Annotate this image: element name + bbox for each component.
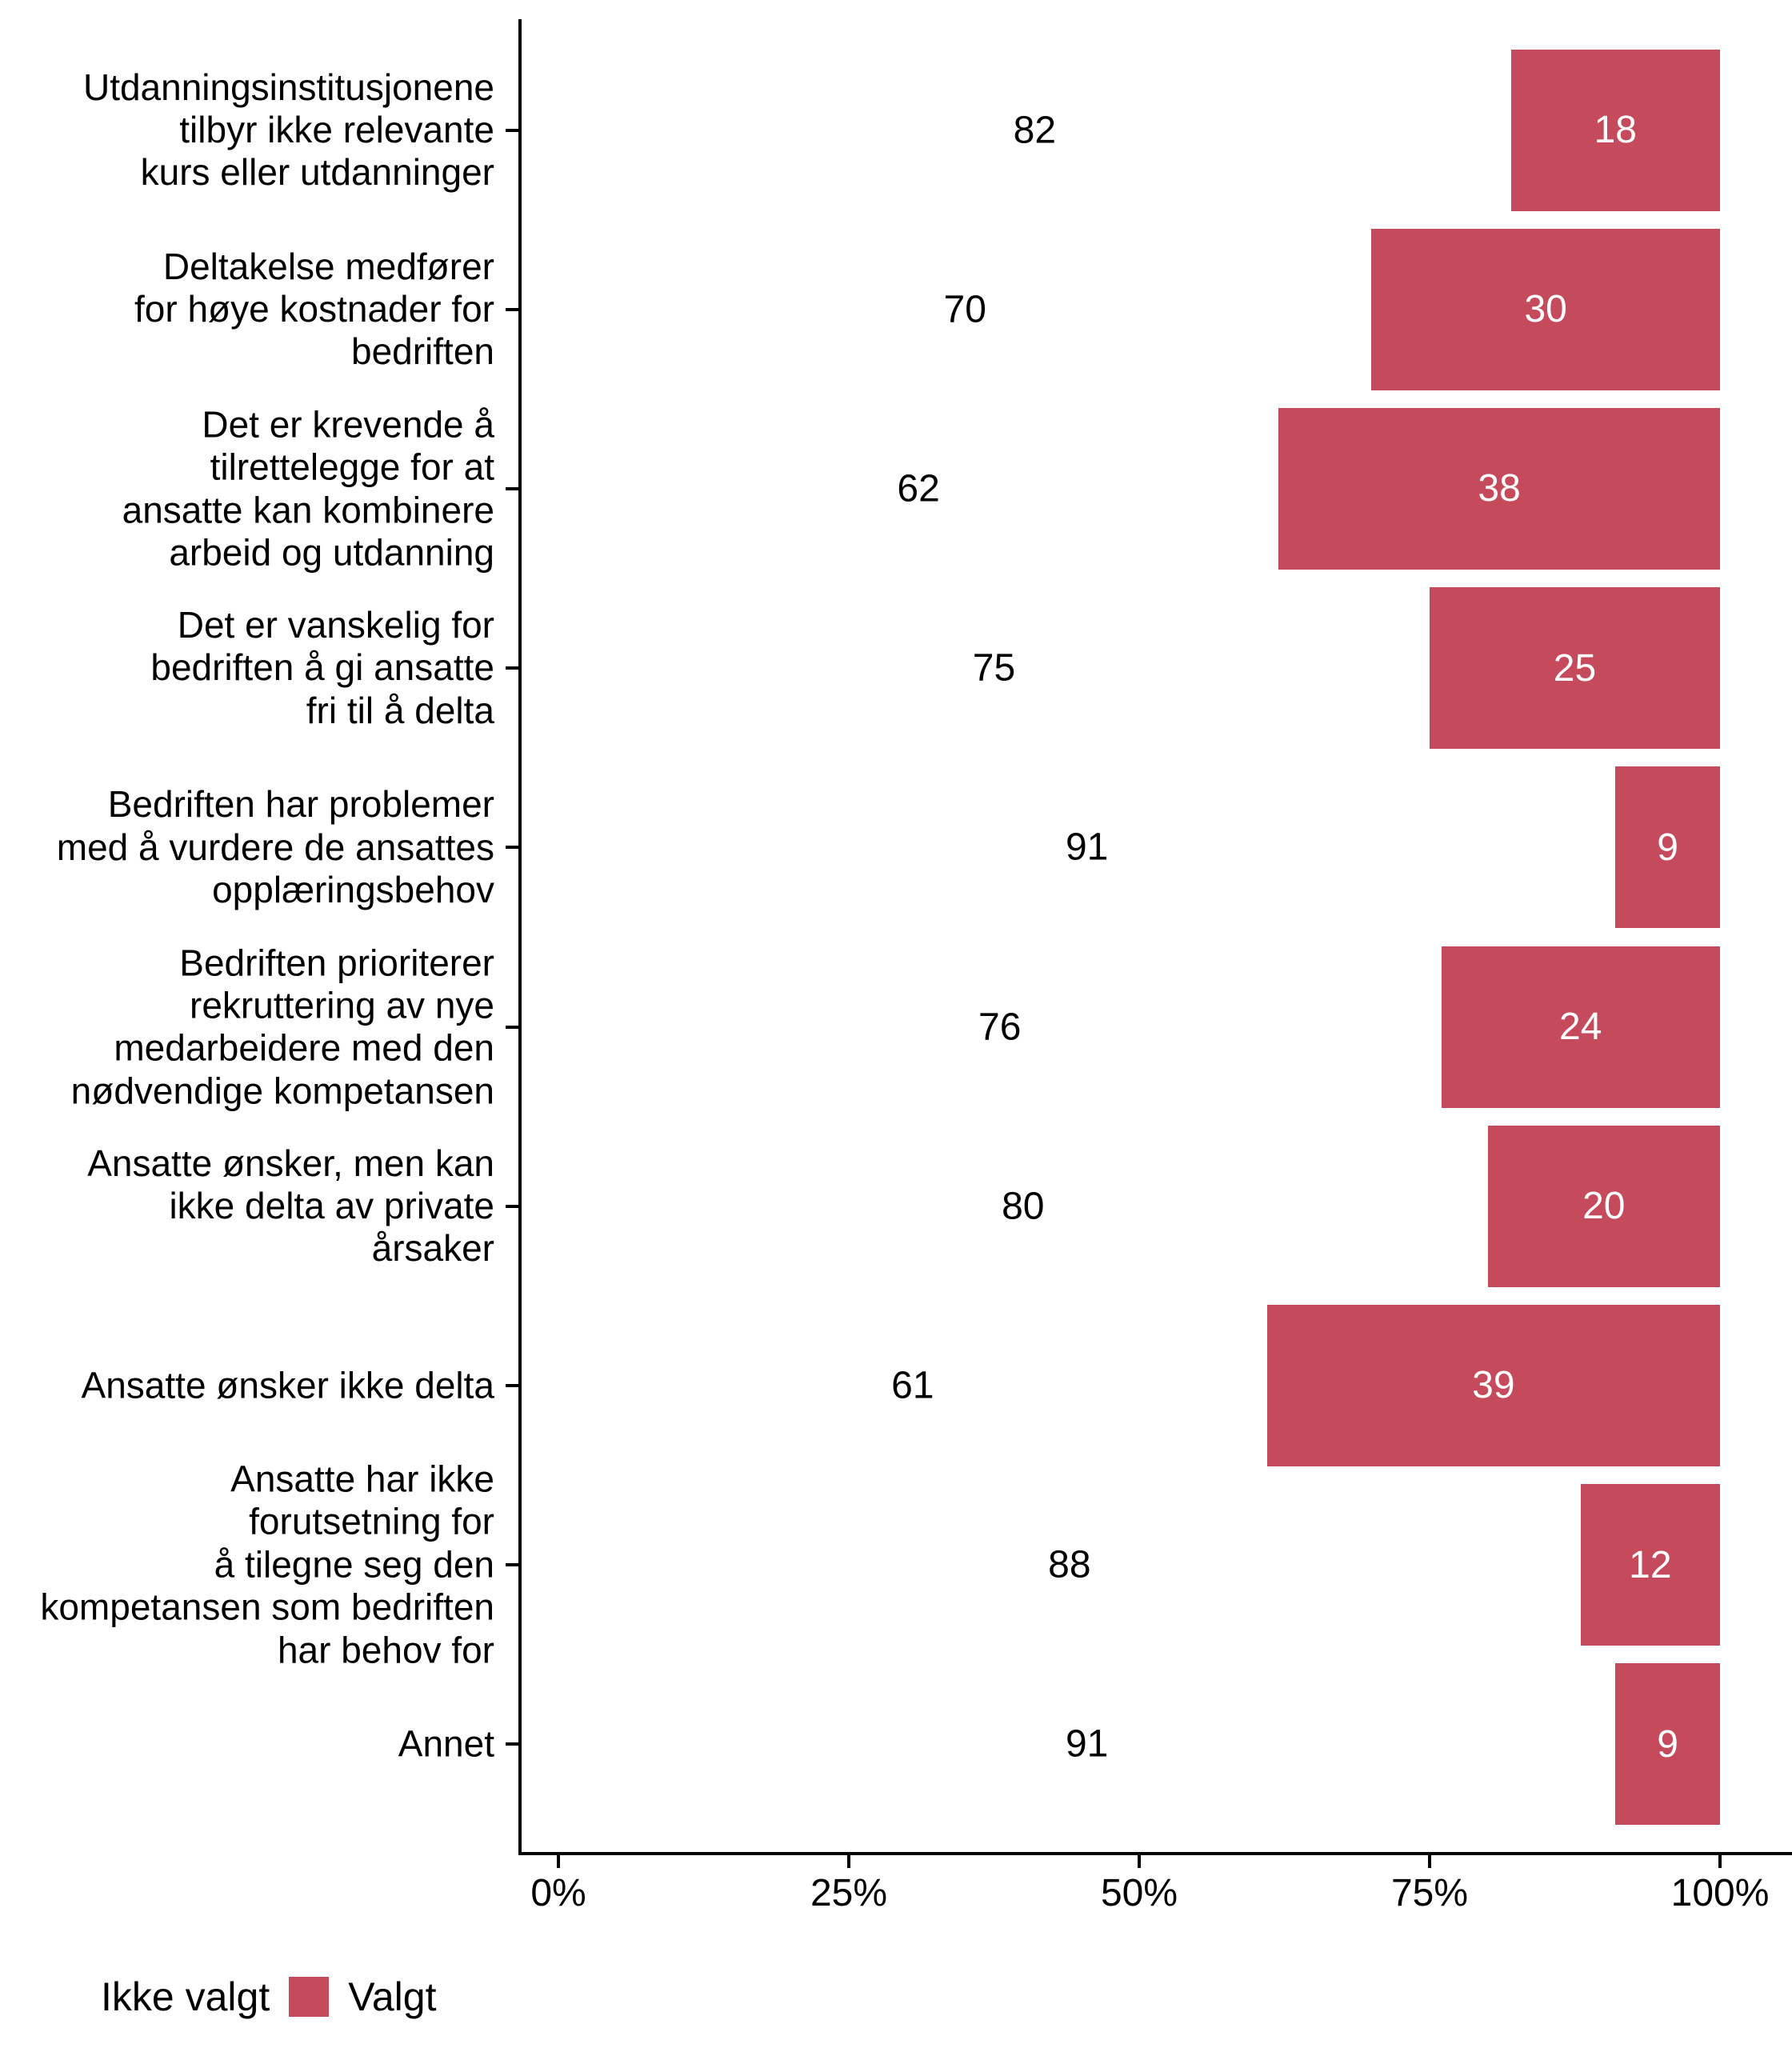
y-tick [506, 666, 518, 670]
bar-segment-valgt: 39 [1266, 1304, 1720, 1466]
bar-value-ikke-valgt: 70 [943, 288, 986, 331]
category-label: Det er vanskelig for bedriften å gi ansa… [150, 604, 494, 731]
bar-segment-valgt: 18 [1510, 49, 1720, 211]
x-tick-label: 25% [810, 1872, 888, 1914]
category-label: Deltakelse medfører for høye kostnader f… [134, 245, 494, 373]
bar-value-ikke-valgt: 61 [891, 1364, 934, 1407]
bar-segment-valgt: 9 [1615, 766, 1720, 929]
bar-value-valgt: 9 [1657, 826, 1678, 869]
bar-segment-valgt: 9 [1615, 1663, 1720, 1826]
bar-value-valgt: 30 [1524, 288, 1567, 331]
x-tick [847, 1855, 850, 1868]
category-label: Ansatte ønsker ikke delta [81, 1364, 494, 1406]
bar-value-valgt: 12 [1629, 1543, 1672, 1586]
x-tick [1718, 1855, 1722, 1868]
y-axis-line [518, 19, 522, 1855]
bar-segment-valgt: 30 [1371, 228, 1720, 390]
y-tick [506, 307, 518, 311]
legend: Ikke valgt Valgt [46, 1977, 436, 2017]
bar-segment-valgt: 12 [1580, 1484, 1720, 1646]
bar-segment-ikke-valgt [558, 1125, 1488, 1287]
y-tick [506, 1383, 518, 1387]
bar-value-ikke-valgt: 80 [1002, 1185, 1045, 1228]
category-label: Bedriften prioriterer rekruttering av ny… [70, 941, 494, 1111]
x-tick [557, 1855, 560, 1868]
bar-segment-ikke-valgt [558, 228, 1372, 390]
y-tick [506, 846, 518, 850]
bar-segment-ikke-valgt [558, 1484, 1581, 1646]
category-label: Ansatte ønsker, men kan ikke delta av pr… [87, 1142, 494, 1270]
bar-value-ikke-valgt: 62 [897, 467, 940, 510]
bar-segment-valgt: 38 [1278, 407, 1720, 570]
bar-value-valgt: 39 [1472, 1364, 1515, 1407]
legend-key-valgt [289, 1977, 330, 2017]
bar-value-valgt: 24 [1559, 1006, 1602, 1049]
y-tick [506, 1204, 518, 1208]
y-tick [506, 1563, 518, 1567]
bar-value-valgt: 25 [1553, 646, 1597, 690]
x-tick-label: 50% [1100, 1872, 1178, 1914]
x-tick [1428, 1855, 1431, 1868]
y-tick [506, 1025, 518, 1029]
x-tick-label: 0% [530, 1872, 586, 1914]
category-label: Ansatte har ikke forutsetning for å tile… [40, 1458, 494, 1671]
bar-segment-ikke-valgt [558, 407, 1279, 570]
legend-key-ikke-valgt [46, 1977, 86, 2017]
y-tick [506, 1742, 518, 1746]
bar-value-valgt: 38 [1478, 467, 1521, 510]
category-label: Det er krevende å tilrettelegge for at a… [122, 403, 494, 574]
category-label: Utdanningsinstitusjonene tilbyr ikke rel… [82, 66, 494, 194]
bar-value-ikke-valgt: 76 [978, 1006, 1022, 1049]
bar-segment-valgt: 20 [1487, 1125, 1720, 1287]
y-tick [506, 486, 518, 490]
bar-segment-ikke-valgt [558, 1304, 1267, 1466]
bar-value-ikke-valgt: 91 [1065, 1722, 1109, 1766]
legend-label-valgt: Valgt [348, 1974, 437, 2019]
x-tick-label: 75% [1390, 1872, 1469, 1914]
bar-segment-ikke-valgt [558, 49, 1511, 211]
x-tick-label: 100% [1670, 1872, 1770, 1914]
legend-label-ikke-valgt: Ikke valgt [101, 1974, 270, 2019]
x-axis-line [518, 1852, 1792, 1855]
bar-segment-valgt: 25 [1430, 587, 1720, 750]
bar-segment-ikke-valgt [558, 1663, 1616, 1826]
category-label: Bedriften har problemer med å vurdere de… [56, 783, 494, 910]
bar-value-valgt: 18 [1594, 109, 1637, 152]
y-tick [506, 128, 518, 132]
bar-segment-ikke-valgt [558, 946, 1442, 1108]
x-tick [1138, 1855, 1141, 1868]
category-label: Annet [398, 1722, 494, 1765]
bar-value-ikke-valgt: 82 [1013, 109, 1057, 152]
bar-segment-ikke-valgt [558, 587, 1430, 750]
bar-value-valgt: 9 [1657, 1722, 1678, 1766]
bar-value-ikke-valgt: 88 [1048, 1543, 1091, 1586]
bar-value-ikke-valgt: 91 [1065, 826, 1109, 869]
bar-value-valgt: 20 [1582, 1185, 1626, 1228]
bar-segment-valgt: 24 [1441, 946, 1720, 1108]
bar-segment-ikke-valgt [558, 766, 1616, 929]
bar-value-ikke-valgt: 75 [972, 646, 1016, 690]
